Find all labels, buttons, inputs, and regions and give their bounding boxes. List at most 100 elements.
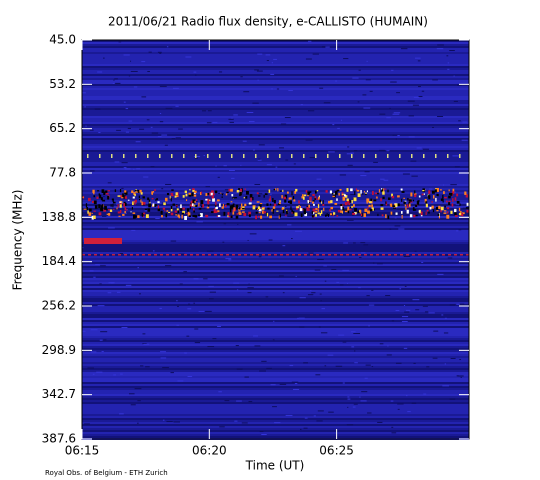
- burst: [111, 198, 114, 201]
- band: [82, 172, 469, 174]
- burst: [428, 195, 431, 200]
- burst: [452, 188, 455, 193]
- burst: [443, 191, 445, 195]
- band: [82, 88, 469, 90]
- burst: [436, 193, 439, 197]
- speck: [433, 330, 439, 332]
- speck: [397, 408, 400, 410]
- speck: [117, 291, 121, 293]
- burst: [389, 203, 392, 206]
- band: [82, 100, 469, 102]
- band: [82, 290, 469, 292]
- burst: [342, 203, 344, 207]
- burst: [148, 199, 151, 203]
- speck: [436, 48, 444, 50]
- speck: [418, 86, 421, 88]
- burst: [257, 206, 261, 210]
- burst: [189, 189, 191, 191]
- dash: [328, 254, 331, 256]
- burst: [230, 201, 233, 203]
- burst: [207, 192, 210, 195]
- speck: [193, 71, 197, 73]
- band: [82, 242, 469, 244]
- burst: [194, 215, 198, 218]
- burst: [177, 210, 180, 214]
- band: [82, 418, 469, 420]
- burst: [380, 204, 384, 207]
- dot: [435, 154, 437, 158]
- speck: [285, 414, 293, 416]
- burst: [299, 205, 302, 209]
- burst: [284, 194, 288, 199]
- burst: [438, 205, 441, 210]
- burst: [132, 201, 136, 203]
- burst: [431, 190, 435, 194]
- burst: [450, 192, 453, 196]
- burst: [372, 190, 374, 195]
- burst: [412, 199, 415, 202]
- burst: [124, 207, 127, 211]
- dot: [423, 154, 425, 158]
- burst: [466, 202, 469, 206]
- speck: [316, 420, 323, 422]
- band: [82, 218, 469, 220]
- burst: [198, 214, 201, 216]
- speck: [176, 300, 178, 302]
- band: [82, 430, 469, 432]
- burst: [192, 214, 196, 217]
- speck: [157, 51, 162, 53]
- band: [82, 52, 469, 54]
- speck: [354, 362, 358, 364]
- speck: [449, 304, 456, 306]
- speck: [270, 384, 276, 386]
- speck: [274, 422, 281, 424]
- y-tick-label: 342.7: [42, 387, 76, 401]
- burst: [446, 207, 450, 210]
- speck: [87, 367, 94, 369]
- band: [82, 122, 469, 124]
- burst: [269, 203, 272, 206]
- speck: [304, 417, 308, 419]
- burst: [390, 211, 393, 215]
- burst: [175, 192, 178, 196]
- burst: [182, 210, 185, 214]
- speck: [389, 107, 391, 109]
- speck: [244, 376, 249, 378]
- burst: [188, 192, 191, 196]
- speck: [121, 162, 128, 164]
- burst: [414, 190, 416, 194]
- burst: [355, 188, 357, 191]
- dot: [99, 154, 101, 158]
- burst: [180, 208, 183, 211]
- speck: [294, 383, 298, 385]
- burst: [425, 211, 427, 215]
- dash: [346, 254, 349, 256]
- burst: [97, 190, 99, 192]
- speck: [303, 362, 308, 364]
- burst: [260, 207, 262, 210]
- burst: [208, 199, 211, 201]
- speck: [340, 284, 344, 286]
- speck: [135, 141, 141, 143]
- burst: [248, 214, 251, 217]
- band: [82, 68, 469, 70]
- burst: [292, 196, 295, 200]
- burst: [352, 212, 356, 215]
- speck: [369, 90, 373, 92]
- dash: [424, 254, 427, 256]
- burst: [425, 203, 428, 208]
- speck: [343, 242, 348, 244]
- dot: [459, 154, 461, 158]
- burst: [291, 209, 293, 212]
- burst: [266, 212, 269, 217]
- dash: [364, 254, 367, 256]
- burst: [421, 193, 424, 196]
- burst: [185, 193, 188, 197]
- burst: [148, 203, 152, 208]
- burst: [353, 204, 355, 207]
- burst: [193, 192, 196, 194]
- band: [82, 368, 469, 370]
- dash: [292, 254, 295, 256]
- speck: [404, 311, 410, 313]
- band: [82, 186, 469, 188]
